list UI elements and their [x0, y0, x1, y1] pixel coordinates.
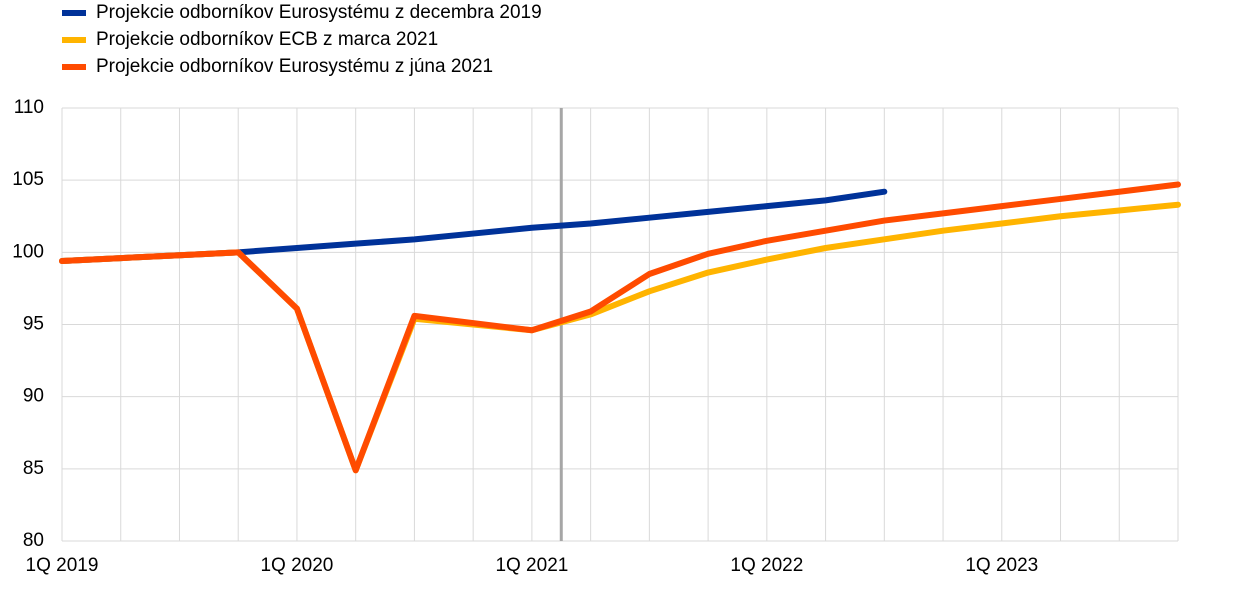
x-tick-label: 1Q 2019 [26, 555, 99, 576]
y-tick-label: 105 [12, 169, 44, 190]
y-tick-label: 110 [14, 97, 44, 118]
series-line [59, 201, 1181, 474]
x-tick-label: 1Q 2023 [965, 555, 1038, 576]
legend-label: Projekcie odborníkov Eurosystému z júna … [96, 56, 493, 77]
x-tick-label: 1Q 2021 [495, 555, 568, 576]
y-tick-label: 80 [23, 530, 44, 551]
y-tick-label: 100 [12, 241, 44, 262]
legend-label: Projekcie odborníkov ECB z marca 2021 [96, 29, 438, 50]
series-line [59, 181, 1181, 474]
x-tick-label: 1Q 2022 [730, 555, 803, 576]
legend-label: Projekcie odborníkov Eurosystému z decem… [96, 2, 542, 23]
x-tick-label: 1Q 2020 [260, 555, 333, 576]
y-tick-label: 95 [23, 314, 44, 335]
y-tick-label: 85 [23, 458, 44, 479]
y-tick-label: 90 [23, 386, 44, 407]
